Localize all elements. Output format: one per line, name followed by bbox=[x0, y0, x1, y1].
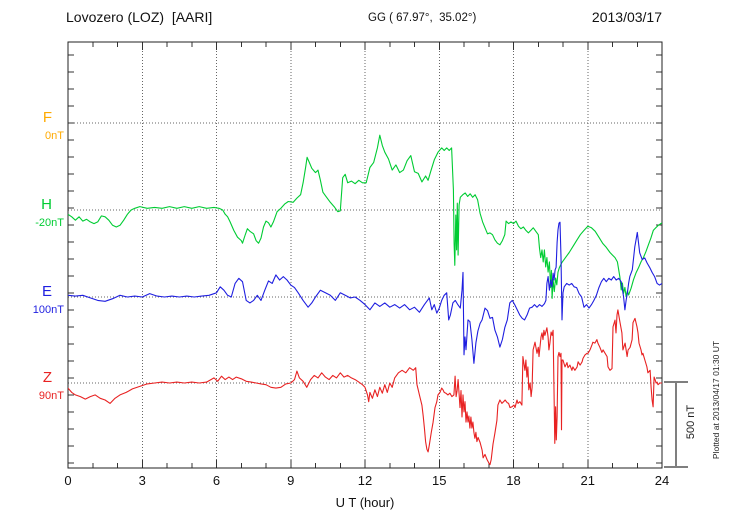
trace-Z bbox=[68, 309, 662, 466]
traces bbox=[68, 134, 662, 466]
plotted-timestamp-note: Plotted at 2013/04/17 01:30 UT bbox=[711, 340, 721, 460]
x-axis-label: U T (hour) bbox=[335, 495, 395, 510]
trace-H bbox=[68, 134, 662, 299]
x-tick-label-15: 15 bbox=[432, 473, 447, 488]
gridlines bbox=[68, 42, 662, 468]
x-tick-label-9: 9 bbox=[287, 473, 295, 488]
trace-E bbox=[68, 221, 662, 364]
plot-date: 2013/03/17 bbox=[591, 9, 662, 25]
x-tick-label-3: 3 bbox=[138, 473, 146, 488]
component-letter-Z: Z bbox=[42, 369, 52, 386]
plot-border bbox=[67, 41, 663, 469]
component-letter-E: E bbox=[41, 283, 52, 300]
station-title: Lovozero (LOZ) [AARI] bbox=[66, 9, 213, 25]
axis-ticks bbox=[67, 42, 663, 468]
scale-bar bbox=[664, 381, 688, 468]
component-baseline-Z: 90nT bbox=[38, 390, 64, 402]
x-tick-label-18: 18 bbox=[506, 473, 521, 488]
x-tick-label-21: 21 bbox=[580, 473, 595, 488]
x-tick-label-12: 12 bbox=[357, 473, 373, 488]
component-letter-H: H bbox=[41, 196, 52, 213]
x-tick-label-24: 24 bbox=[654, 473, 670, 488]
x-tick-label-6: 6 bbox=[212, 473, 221, 488]
component-baseline-H: -20nT bbox=[35, 217, 64, 229]
scale-bar-label: 500 nT bbox=[685, 404, 697, 440]
component-letter-F: F bbox=[42, 109, 52, 126]
component-baseline-E: 100nT bbox=[32, 304, 64, 316]
component-baseline-F: 0nT bbox=[45, 130, 64, 142]
x-tick-label-0: 0 bbox=[64, 473, 72, 488]
geographic-coords: GG ( 67.97°, 35.02°) bbox=[368, 12, 477, 24]
